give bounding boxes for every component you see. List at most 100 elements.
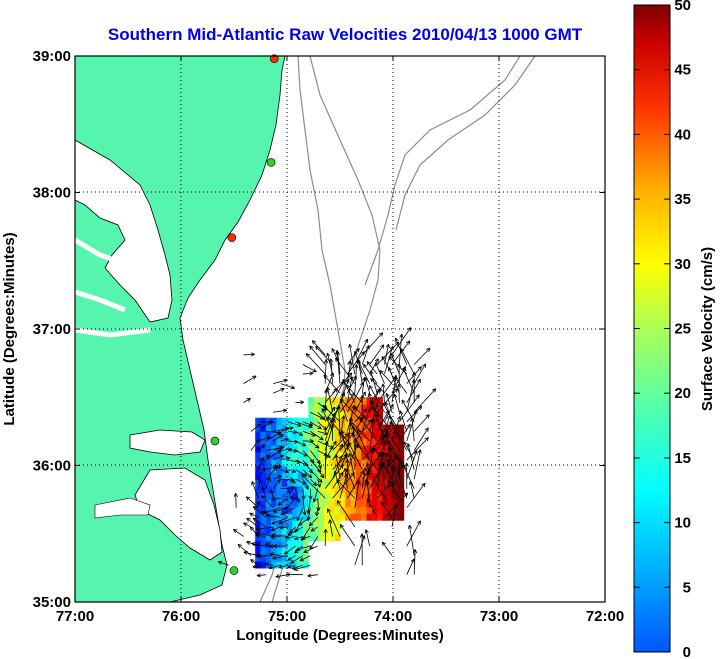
current-vector-head (349, 422, 351, 427)
velocity-cell (393, 513, 399, 521)
velocity-cell (377, 445, 383, 453)
current-vector (300, 526, 311, 542)
current-vector (303, 545, 318, 553)
current-vector (270, 526, 281, 531)
current-vector-head (237, 543, 243, 546)
velocity-cell (371, 472, 378, 480)
current-vector (409, 481, 415, 499)
current-vector-head (251, 543, 255, 547)
velocity-cell (265, 417, 272, 426)
colorbar-tick-label: 30 (674, 256, 691, 273)
current-vector (310, 478, 317, 486)
current-vector-head (365, 478, 369, 483)
current-vector-head (398, 384, 401, 388)
current-vector-head (365, 345, 370, 349)
current-vector (273, 475, 282, 480)
velocity-cell (324, 526, 330, 535)
current-vector (317, 450, 331, 458)
velocity-cell (287, 485, 293, 494)
velocity-cell (350, 417, 357, 426)
velocity-cell (361, 410, 368, 419)
current-vector (251, 481, 259, 499)
current-vector-head (402, 463, 406, 467)
velocity-cell (308, 458, 315, 467)
current-vector-head (250, 353, 255, 357)
current-vector-head (381, 541, 384, 547)
current-vector (382, 383, 385, 403)
current-vector-head (297, 425, 302, 427)
velocity-cell (329, 520, 336, 528)
current-vector-head (327, 416, 329, 421)
current-vector-head (307, 575, 312, 578)
velocity-cell (313, 451, 320, 460)
current-vector-head (399, 333, 403, 338)
current-vector (353, 406, 370, 423)
current-vector-head (428, 348, 431, 353)
current-vector-head (268, 565, 273, 569)
current-vector-head (298, 498, 301, 503)
current-vector (406, 410, 417, 442)
velocity-cell (287, 465, 293, 473)
current-vector-head (296, 549, 301, 552)
velocity-cell (318, 526, 325, 535)
current-vector-head (255, 438, 260, 442)
velocity-cell (302, 445, 309, 453)
velocity-cell (334, 472, 341, 480)
velocity-cell (297, 417, 304, 426)
current-vector-head (347, 433, 350, 438)
current-vector-head (361, 377, 365, 381)
velocity-cell (361, 492, 368, 501)
current-vector-head (243, 550, 248, 553)
current-vector (302, 421, 313, 426)
current-vector-head (427, 414, 430, 419)
current-vector-head (375, 413, 377, 418)
velocity-cell (393, 438, 399, 446)
velocity-cell (276, 458, 283, 467)
colorbar-tick-label: 20 (674, 385, 691, 402)
current-vector-head (370, 449, 374, 454)
velocity-cell (292, 451, 299, 460)
current-vector-head (406, 340, 410, 344)
current-vector-head (350, 372, 353, 377)
velocity-cell (387, 451, 394, 460)
current-vector (402, 463, 415, 489)
current-vector (287, 459, 301, 464)
current-vector (289, 526, 296, 534)
current-vector (270, 489, 274, 499)
current-vector (398, 384, 400, 403)
current-vector-head (361, 395, 365, 400)
current-vector-head (284, 426, 290, 429)
velocity-cell (340, 465, 346, 473)
current-vector (324, 359, 327, 384)
velocity-cell (302, 465, 309, 473)
velocity-cell (271, 424, 277, 432)
current-vector-head (417, 366, 422, 369)
velocity-cell (318, 410, 325, 419)
velocity-cell (340, 472, 346, 480)
current-vector-head (334, 470, 338, 475)
current-vector-head (318, 425, 322, 430)
current-vector (295, 401, 304, 404)
velocity-cell (287, 554, 293, 562)
current-vector-head (400, 348, 405, 352)
current-vector (399, 424, 411, 442)
velocity-cell (398, 465, 405, 473)
current-vector-head (258, 424, 262, 428)
velocity-cell (371, 424, 378, 432)
current-vector (391, 340, 411, 365)
velocity-cell (387, 485, 394, 494)
velocity-cell (271, 438, 277, 446)
current-vector-head (301, 538, 305, 542)
current-vector-head (243, 522, 247, 527)
velocity-cell (371, 431, 378, 439)
current-vector (280, 487, 296, 490)
velocity-cell (276, 526, 283, 535)
current-vector-head (423, 483, 426, 488)
current-vector (376, 410, 390, 432)
velocity-cell (387, 458, 394, 467)
velocity-cell (382, 445, 389, 453)
current-vector-head (316, 507, 319, 512)
current-vector-head (379, 436, 384, 439)
velocity-cell (292, 533, 299, 542)
velocity-cell (334, 465, 341, 473)
